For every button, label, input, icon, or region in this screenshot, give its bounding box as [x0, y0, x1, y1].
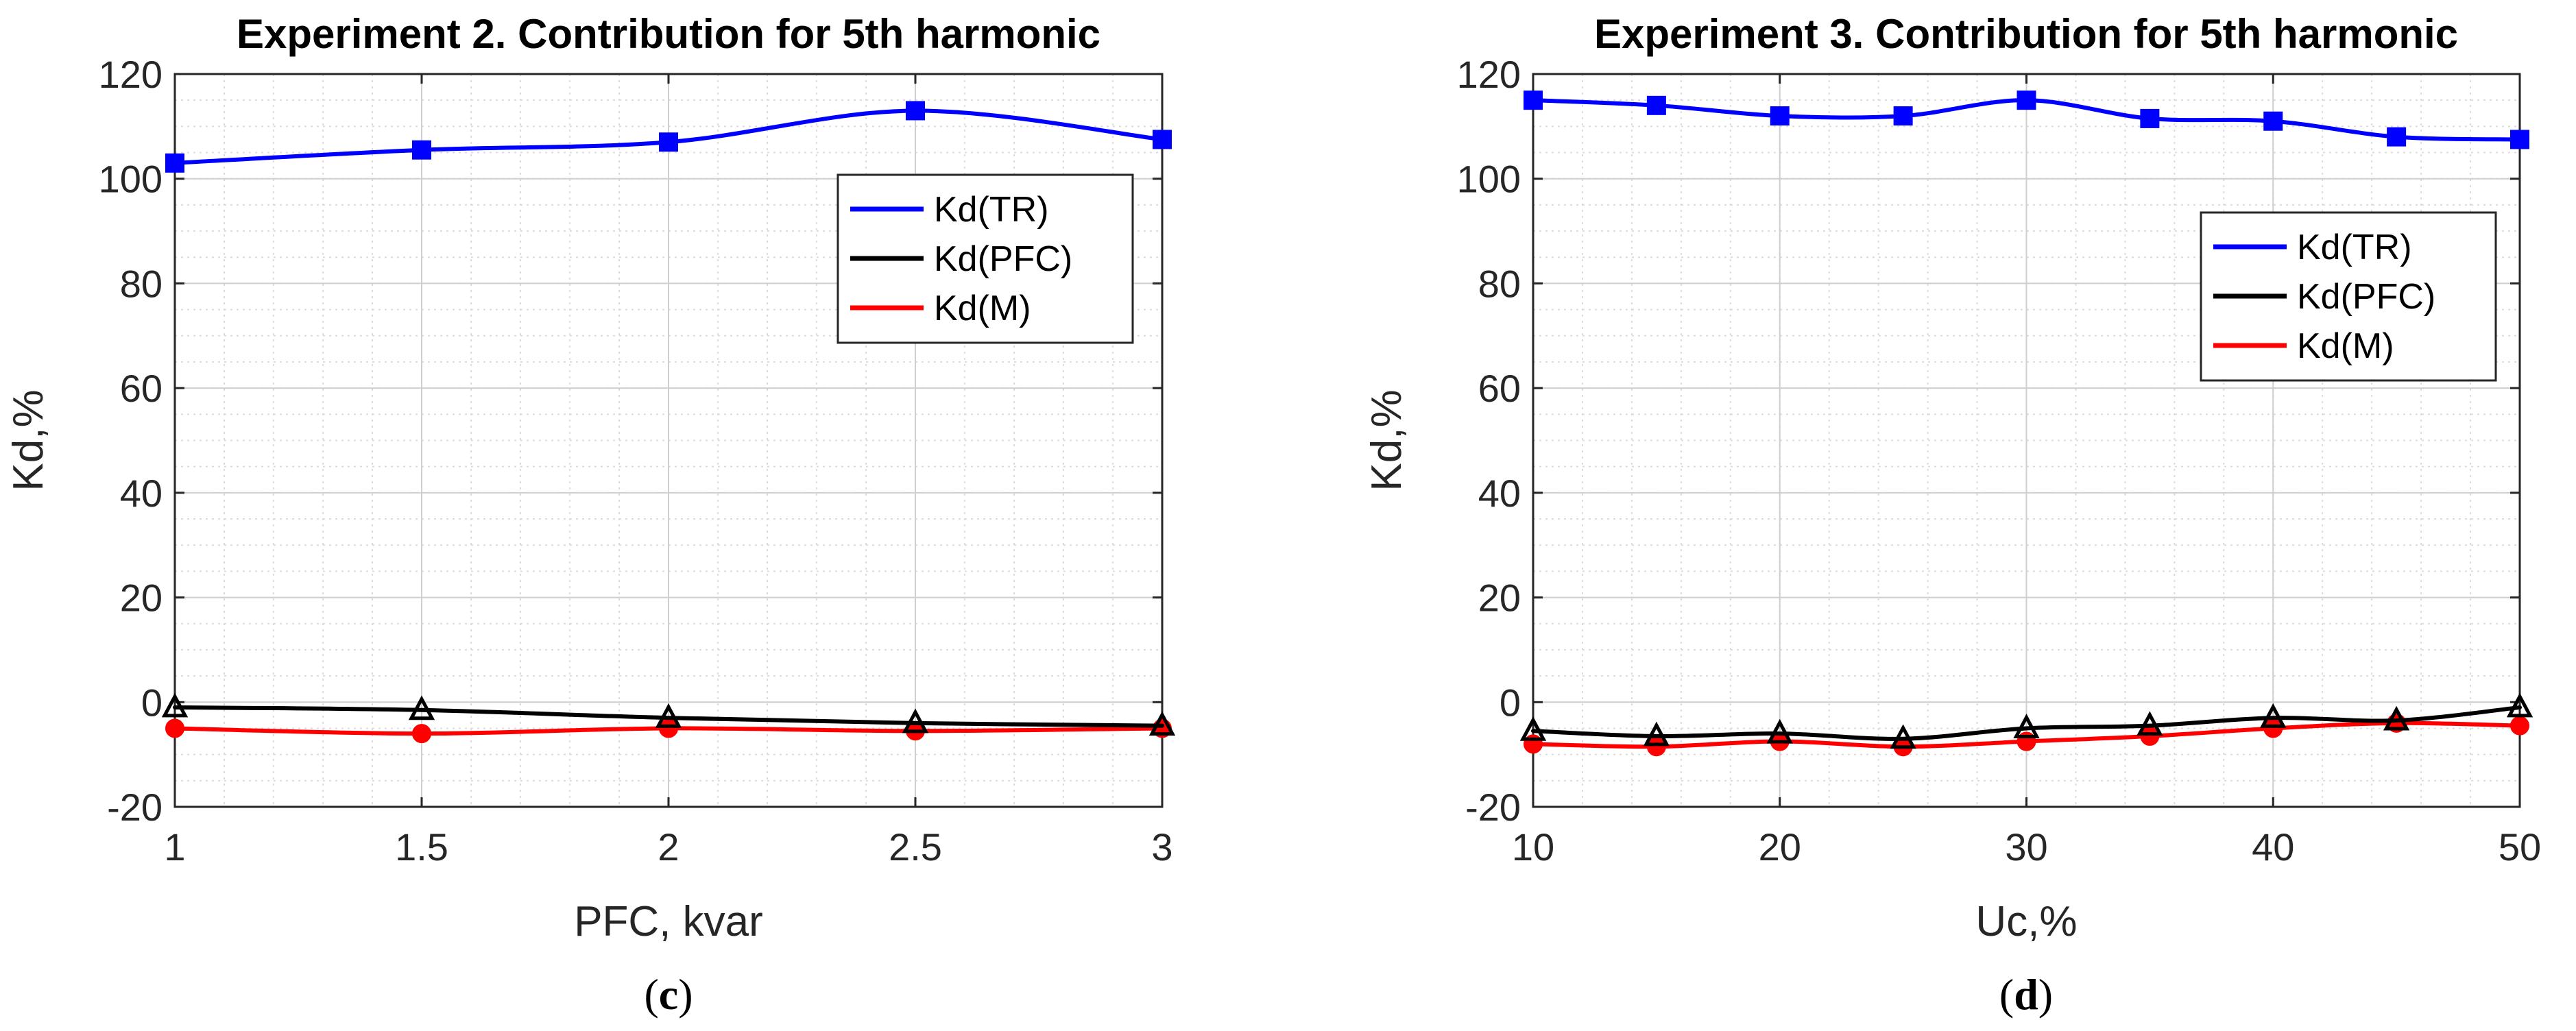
chart-title: Experiment 3. Contribution for 5th harmo… — [1594, 11, 2458, 57]
data-point-kd-pfc — [1890, 724, 1916, 749]
y-tick-label: -20 — [1465, 786, 1521, 829]
chart-title: Experiment 2. Contribution for 5th harmo… — [237, 11, 1100, 57]
x-axis-label: PFC, kvar — [574, 898, 763, 945]
x-tick-label: 1 — [164, 825, 185, 869]
data-point-kd-pfc — [1148, 711, 1176, 736]
y-tick-label: 80 — [1478, 262, 1521, 305]
panel-label: (d) — [1999, 970, 2053, 1019]
y-tick-label: 80 — [120, 262, 162, 305]
data-point-kd-tr — [165, 153, 184, 173]
series-kd-tr — [1524, 90, 2529, 149]
x-tick-label: 50 — [2499, 825, 2541, 869]
y-tick-label: 20 — [120, 577, 162, 620]
chart-experiment-2: 1 1.5 2 2.5 3 -20 0 20 40 60 80 100 120 Experiment 2.… — [5, 11, 1176, 1019]
legend: Kd(TR) Kd(PFC) Kd(M) — [2200, 211, 2497, 382]
x-tick-label: 3 — [1151, 825, 1172, 869]
x-tick-label: 30 — [2005, 825, 2047, 869]
data-point-kd-pfc — [2136, 711, 2163, 736]
data-point-kd-m — [412, 724, 431, 744]
data-point-kd-tr — [906, 101, 925, 121]
x-axis-label: Uc,% — [1975, 898, 2077, 945]
legend-entry: Kd(TR) — [934, 190, 1049, 230]
data-point-kd-pfc — [655, 703, 682, 728]
data-point-kd-pfc — [2383, 705, 2410, 731]
data-point-kd-tr — [2017, 90, 2036, 110]
data-point-kd-tr — [1646, 95, 1666, 115]
legend-entry: Kd(PFC) — [934, 239, 1072, 279]
y-tick-label: -20 — [107, 786, 162, 829]
data-point-kd-pfc — [161, 692, 189, 718]
panel-label-letter: d — [2014, 970, 2038, 1019]
legend-entry: Kd(M) — [934, 289, 1031, 328]
legend-entry: Kd(M) — [2297, 326, 2394, 366]
panel-label-letter: c — [659, 970, 678, 1019]
legend-entry: Kd(PFC) — [2297, 277, 2435, 317]
data-point-kd-tr — [1524, 90, 1543, 110]
data-point-kd-tr — [2510, 130, 2529, 149]
y-axis-label: Kd,% — [5, 389, 52, 491]
x-tick-label: 2 — [658, 825, 679, 869]
data-point-kd-tr — [1153, 130, 1172, 149]
data-point-kd-m — [165, 718, 184, 738]
panel-label-open: ( — [1999, 970, 2014, 1019]
data-point-kd-tr — [2263, 111, 2283, 131]
data-point-kd-pfc — [1643, 721, 1670, 747]
y-tick-label: 100 — [99, 158, 162, 201]
series-line-kd-pfc — [173, 705, 1164, 728]
y-tick-label: 40 — [120, 472, 162, 515]
data-point-kd-pfc — [902, 708, 929, 733]
chart-experiment-3: 10 20 30 40 50 -20 0 20 40 60 80 100 120 Experiment 3… — [1363, 11, 2541, 1019]
data-point-kd-pfc — [408, 695, 435, 720]
data-point-kd-pfc — [2013, 714, 2040, 738]
y-tick-label: 40 — [1478, 472, 1521, 515]
x-tick-label: 40 — [2252, 825, 2294, 869]
x-tick-label: 2.5 — [889, 825, 942, 869]
data-point-kd-pfc — [2260, 703, 2287, 728]
series-line-kd-pfc — [1531, 705, 2522, 741]
panel-label-close: ) — [678, 970, 693, 1019]
data-point-kd-m — [2510, 716, 2529, 736]
y-tick-label: 0 — [141, 681, 162, 724]
y-axis-label: Kd,% — [1363, 389, 1410, 491]
series-kd-tr — [165, 101, 1172, 173]
data-point-kd-tr — [2140, 108, 2160, 128]
x-tick-label: 10 — [1512, 825, 1554, 869]
data-point-kd-pfc — [1766, 718, 1793, 744]
data-point-kd-tr — [1893, 106, 1913, 126]
panel-label: (c) — [644, 970, 693, 1019]
data-point-kd-tr — [412, 140, 431, 160]
legend: Kd(TR) Kd(PFC) Kd(M) — [836, 173, 1134, 344]
panel-label-open: ( — [644, 970, 658, 1019]
y-tick-label: 120 — [99, 53, 162, 96]
data-point-kd-pfc — [1519, 716, 1547, 741]
y-tick-label: 20 — [1478, 577, 1521, 620]
y-tick-label: 60 — [120, 367, 162, 410]
y-tick-label: 0 — [1500, 681, 1521, 724]
series-kd-pfc — [1519, 692, 2533, 749]
legend-entry: Kd(TR) — [2297, 228, 2412, 267]
tick-marks — [1532, 73, 2521, 808]
data-point-kd-tr — [2387, 127, 2407, 147]
y-tick-label: 100 — [1457, 158, 1521, 201]
x-tick-label: 1.5 — [395, 825, 448, 869]
panel-label-close: ) — [2038, 970, 2053, 1019]
data-point-kd-tr — [659, 132, 678, 152]
y-tick-label: 120 — [1457, 53, 1521, 96]
y-tick-label: 60 — [1478, 367, 1521, 410]
tick-marks — [173, 73, 1164, 808]
data-point-kd-pfc — [2506, 692, 2533, 718]
series-kd-pfc — [161, 692, 1176, 736]
data-point-kd-tr — [1770, 106, 1790, 126]
x-tick-label: 20 — [1759, 825, 1801, 869]
